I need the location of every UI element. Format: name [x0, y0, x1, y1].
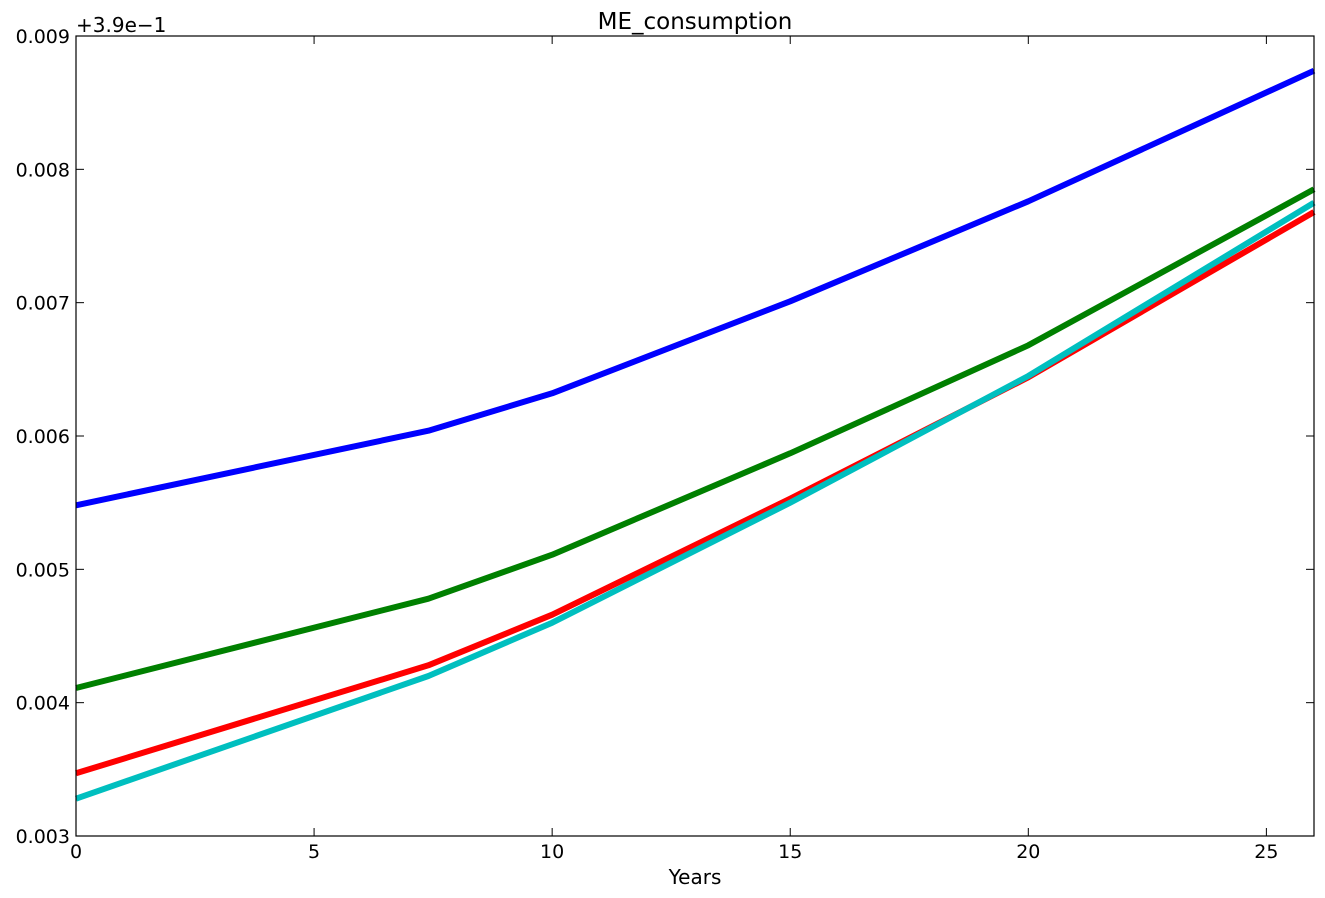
series-line-4 [75, 200, 1316, 802]
y-tick-label: 0.006 [16, 426, 70, 448]
y-tick-label: 0.008 [16, 159, 70, 181]
series-line-1 [75, 67, 1316, 509]
chart-title: ME_consumption [598, 9, 793, 35]
y-tick-label: 0.009 [16, 26, 70, 48]
y-tick-label: 0.004 [16, 693, 70, 715]
x-tick-label: 10 [540, 841, 564, 863]
x-tick-label: 15 [778, 841, 802, 863]
x-axis-label: Years [668, 865, 722, 889]
y-tick-label: 0.003 [16, 826, 70, 848]
series-layer [75, 67, 1316, 802]
y-tick-label: 0.007 [16, 293, 70, 315]
x-tick-label: 20 [1016, 841, 1040, 863]
x-tick-label: 5 [308, 841, 320, 863]
series-line-2 [75, 186, 1316, 691]
y-offset-label: +3.9e−1 [76, 13, 166, 37]
x-tick-label: 0 [70, 841, 82, 863]
x-tick-label: 25 [1254, 841, 1278, 863]
y-tick-label: 0.005 [16, 559, 70, 581]
plot-frame [75, 35, 1315, 837]
ticks-layer: 0 5 10 15 20 25 0.003 0.004 0.005 0.006 0.007 0.008… [16, 26, 1314, 863]
